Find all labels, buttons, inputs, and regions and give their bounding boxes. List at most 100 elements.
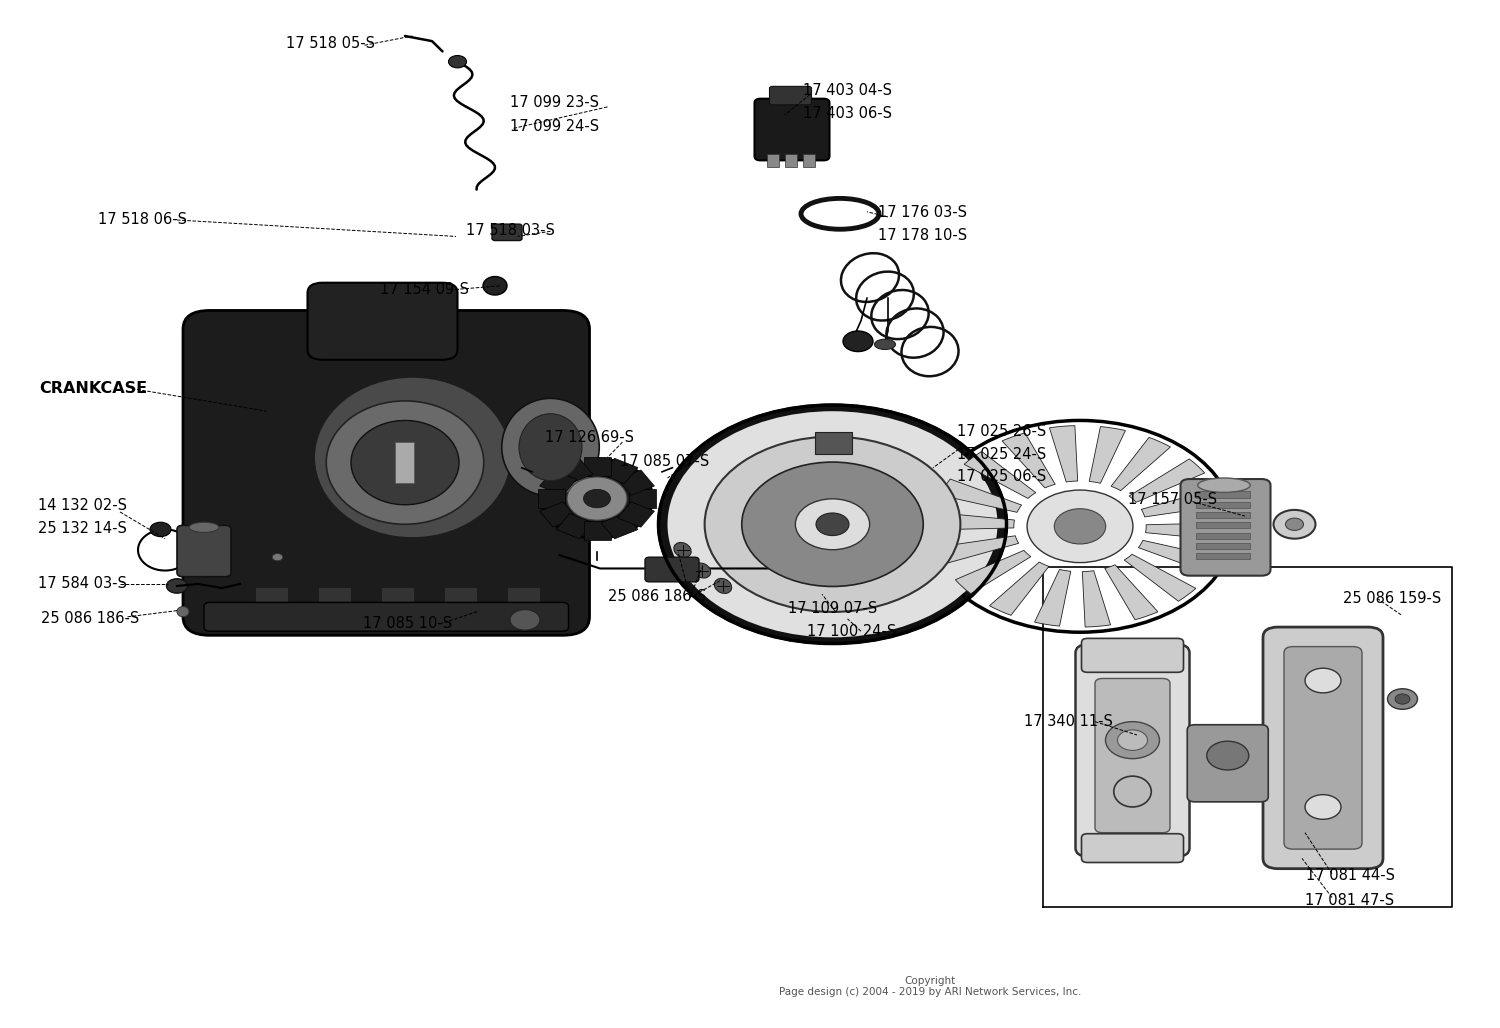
Ellipse shape [874,339,896,350]
Text: 17 085 10-S: 17 085 10-S [363,617,453,631]
Ellipse shape [742,463,924,586]
Text: 17 518 05-S: 17 518 05-S [285,36,375,50]
Text: 17 403 04-S: 17 403 04-S [802,83,892,98]
Text: 25 086 186-S: 25 086 186-S [608,589,706,603]
Circle shape [510,610,540,630]
Ellipse shape [166,579,188,593]
Text: 17 025 06-S: 17 025 06-S [957,470,1047,484]
Wedge shape [1050,426,1077,482]
Bar [394,442,414,483]
Bar [1196,543,1249,549]
Ellipse shape [933,426,1227,627]
Bar [618,470,654,495]
Circle shape [1395,694,1410,704]
Bar [540,470,576,495]
Text: 17 157 05-S: 17 157 05-S [1128,492,1218,507]
Circle shape [448,56,466,68]
Bar [444,587,477,610]
Circle shape [150,522,171,537]
Text: 17 403 06-S: 17 403 06-S [802,106,892,120]
Bar [766,154,778,167]
Text: Copyright
Page design (c) 2004 - 2019 by ARI Network Services, Inc.: Copyright Page design (c) 2004 - 2019 by… [778,976,1082,997]
Bar [540,502,576,527]
Text: 17 126 69-S: 17 126 69-S [544,431,634,445]
Bar [784,154,796,167]
Ellipse shape [567,477,627,520]
Text: 25 086 186-S: 25 086 186-S [40,612,140,626]
Text: 17 025 26-S: 17 025 26-S [957,425,1047,439]
Ellipse shape [714,579,732,593]
Bar [556,458,592,483]
Wedge shape [940,479,1022,512]
Ellipse shape [540,458,654,539]
Bar [1196,502,1249,508]
Wedge shape [933,512,1014,529]
Bar [602,514,638,539]
Ellipse shape [1028,490,1132,562]
Ellipse shape [501,398,598,495]
Text: 17 085 07-S: 17 085 07-S [620,454,710,469]
FancyBboxPatch shape [1076,645,1190,856]
Bar [318,587,351,610]
Ellipse shape [816,513,849,536]
Wedge shape [1125,554,1196,601]
Ellipse shape [315,377,510,537]
Ellipse shape [327,401,483,524]
Circle shape [1118,730,1148,750]
Bar [381,587,414,610]
Text: 17 178 10-S: 17 178 10-S [878,228,968,243]
Bar [802,154,814,167]
Bar [1196,553,1249,559]
Text: 17 584 03-S: 17 584 03-S [38,577,128,591]
Wedge shape [1035,570,1071,626]
Bar [584,457,610,476]
FancyBboxPatch shape [1095,678,1170,833]
Wedge shape [1130,458,1204,503]
FancyBboxPatch shape [1082,638,1184,672]
Ellipse shape [795,499,870,550]
Bar [556,514,592,539]
Text: 14 132 02-S: 14 132 02-S [38,499,128,513]
Wedge shape [936,536,1019,564]
FancyBboxPatch shape [492,224,522,241]
Circle shape [843,331,873,352]
Bar [1196,522,1249,528]
FancyBboxPatch shape [1284,647,1362,849]
FancyBboxPatch shape [1188,725,1268,802]
Ellipse shape [674,543,692,557]
Ellipse shape [177,607,189,617]
Ellipse shape [1274,510,1316,539]
Bar [507,587,540,610]
Bar [538,489,566,508]
Bar [255,587,288,610]
Ellipse shape [273,553,282,561]
Text: CRANKCASE: CRANKCASE [39,381,147,396]
Text: 17 099 23-S: 17 099 23-S [510,96,600,110]
Bar [602,458,638,483]
Bar [815,432,852,454]
Text: 17 099 24-S: 17 099 24-S [510,119,600,134]
FancyBboxPatch shape [1082,834,1184,862]
Bar [1196,512,1249,518]
Circle shape [1305,668,1341,693]
Circle shape [1305,795,1341,819]
Wedge shape [1106,564,1158,620]
Text: 17 081 47-S: 17 081 47-S [1305,893,1395,908]
Text: 17 340 11-S: 17 340 11-S [1023,714,1113,729]
Text: 17 176 03-S: 17 176 03-S [878,206,968,220]
Wedge shape [1146,523,1227,541]
Bar [1196,491,1249,498]
FancyBboxPatch shape [177,525,231,577]
Ellipse shape [584,489,610,508]
FancyBboxPatch shape [183,310,590,635]
Wedge shape [1138,541,1220,574]
Wedge shape [1112,437,1170,490]
Circle shape [1206,741,1248,770]
Ellipse shape [658,405,1006,644]
Text: 17 154 09-S: 17 154 09-S [380,283,470,297]
Wedge shape [1089,427,1125,483]
Text: 25 132 14-S: 25 132 14-S [38,521,128,536]
Text: AllPartsStore: AllPartsStore [668,529,832,550]
FancyBboxPatch shape [770,86,812,105]
Text: 17 100 24-S: 17 100 24-S [807,624,897,638]
